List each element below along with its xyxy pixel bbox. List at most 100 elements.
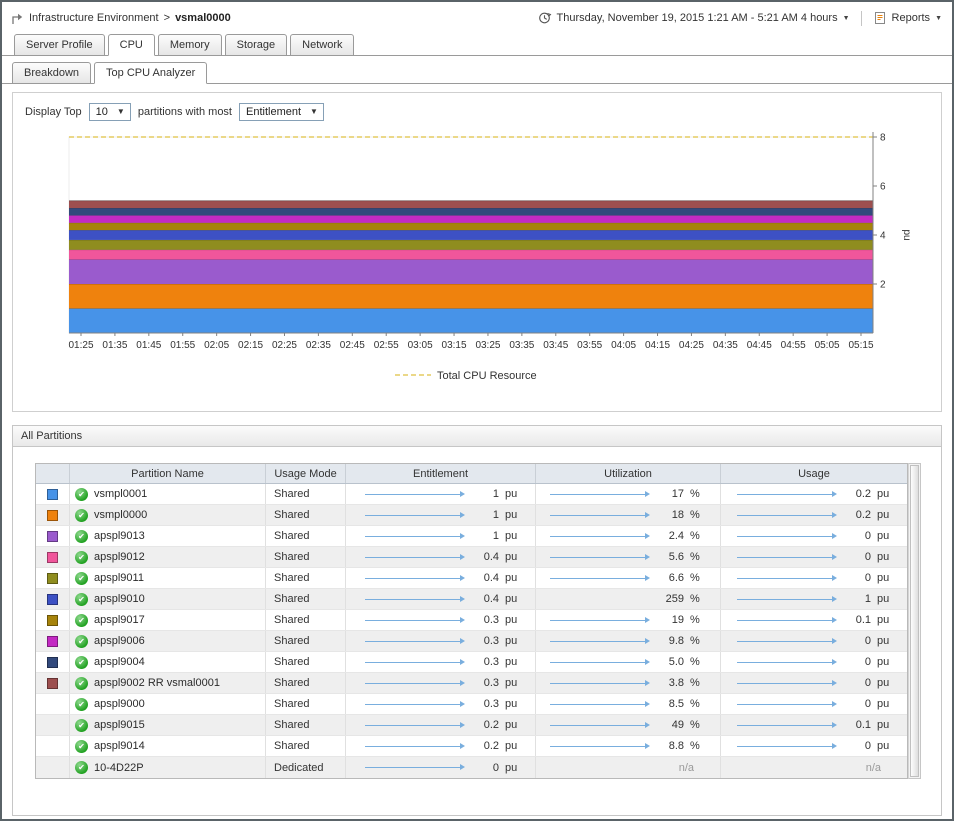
usage-cell: 0 pu bbox=[721, 526, 907, 546]
metric-value: 1 bbox=[492, 530, 499, 542]
column-header-entitlement[interactable]: Entitlement bbox=[346, 464, 536, 483]
usage-mode-cell: Shared bbox=[266, 631, 346, 651]
table-scrollbar-thumb[interactable] bbox=[910, 465, 919, 777]
column-header-utilization[interactable]: Utilization bbox=[536, 464, 721, 483]
metric-value: 2.4 bbox=[668, 530, 684, 542]
table-row[interactable]: ✔ apspl9002 RR vsmal0001 Shared 0.3 pu 3.8% 0 p… bbox=[36, 673, 907, 694]
reports-dropdown[interactable]: Reports ▼ bbox=[873, 11, 942, 25]
table-row[interactable]: ✔ 10-4D22P Dedicated 0 pu n/a n/a bbox=[36, 757, 907, 778]
entitlement-cell: 0.2 pu bbox=[346, 715, 536, 735]
tab-network[interactable]: Network bbox=[290, 34, 355, 56]
metric-select[interactable]: Entitlement ▼ bbox=[239, 103, 324, 121]
table-row[interactable]: ✔ apspl9006 Shared 0.3 pu 9.8% 0 pu bbox=[36, 631, 907, 652]
status-ok-icon: ✔ bbox=[75, 571, 88, 585]
time-range-dropdown[interactable]: Thursday, November 19, 2015 1:21 AM - 5:… bbox=[538, 11, 850, 25]
metric-unit: pu bbox=[505, 593, 518, 605]
metric-unit: % bbox=[690, 698, 700, 710]
metric-sparkline bbox=[550, 553, 650, 562]
usage-cell: 0 pu bbox=[721, 547, 907, 567]
svg-text:05:15: 05:15 bbox=[848, 340, 873, 351]
utilization-cell: 19% bbox=[536, 610, 721, 630]
svg-text:03:45: 03:45 bbox=[543, 340, 568, 351]
tab-cpu[interactable]: CPU bbox=[107, 34, 155, 56]
partition-name: apspl9015 bbox=[94, 719, 145, 731]
breadcrumb-root[interactable]: Infrastructure Environment bbox=[29, 12, 159, 24]
partition-name-cell: ✔ apspl9012 bbox=[70, 547, 266, 567]
table-scrollbar[interactable] bbox=[908, 463, 921, 779]
top-cpu-analyzer-panel: Display Top 10 ▼ partitions with most En… bbox=[12, 92, 942, 412]
table-row[interactable]: ✔ vsmpl0000 Shared 1 pu 18% 0.2 pu bbox=[36, 505, 907, 526]
status-ok-icon: ✔ bbox=[75, 487, 88, 501]
metric-value: 0 bbox=[492, 761, 499, 774]
tab-top-cpu-analyzer[interactable]: Top CPU Analyzer bbox=[94, 62, 208, 84]
metric-value: 0.3 bbox=[483, 698, 499, 710]
metric-unit: pu bbox=[505, 698, 518, 710]
metric-sparkline bbox=[737, 637, 837, 646]
partition-name-cell: ✔ apspl9006 bbox=[70, 631, 266, 651]
table-row[interactable]: ✔ vsmpl0001 Shared 1 pu 17% 0.2 pu bbox=[36, 484, 907, 505]
table-row[interactable]: ✔ apspl9017 Shared 0.3 pu 19% 0.1 pu bbox=[36, 610, 907, 631]
partition-name: apspl9012 bbox=[94, 551, 145, 563]
metric-value: 0 bbox=[864, 635, 871, 647]
partition-name: apspl9004 bbox=[94, 656, 145, 668]
svg-text:03:05: 03:05 bbox=[408, 340, 433, 351]
all-partitions-title: All Partitions bbox=[13, 426, 941, 447]
metric-sparkline bbox=[737, 700, 837, 709]
metric-unit: % bbox=[690, 635, 700, 647]
top-count-select[interactable]: 10 ▼ bbox=[88, 103, 131, 121]
metric-value: 8.5 bbox=[668, 698, 684, 710]
metric-value: 0.4 bbox=[483, 593, 499, 605]
series-color-cell bbox=[36, 652, 70, 672]
table-row[interactable]: ✔ apspl9012 Shared 0.4 pu 5.6% 0 pu bbox=[36, 547, 907, 568]
metric-sparkline bbox=[550, 658, 650, 667]
svg-text:02:25: 02:25 bbox=[272, 340, 297, 351]
metric-unit: pu bbox=[877, 593, 890, 605]
table-row[interactable]: ✔ apspl9004 Shared 0.3 pu 5.0% 0 pu bbox=[36, 652, 907, 673]
metric-unit: pu bbox=[505, 761, 518, 774]
table-row[interactable]: ✔ apspl9000 Shared 0.3 pu 8.5% 0 pu bbox=[36, 694, 907, 715]
series-color-cell bbox=[36, 505, 70, 525]
column-header-usage[interactable]: Usage bbox=[798, 468, 830, 480]
partition-name-cell: ✔ vsmpl0000 bbox=[70, 505, 266, 525]
metric-unit: pu bbox=[505, 488, 518, 500]
tab-server-profile[interactable]: Server Profile bbox=[14, 34, 105, 56]
table-row[interactable]: ✔ apspl9013 Shared 1 pu 2.4% 0 pu bbox=[36, 526, 907, 547]
svg-text:Total CPU Resource: Total CPU Resource bbox=[437, 370, 537, 382]
partition-name: apspl9014 bbox=[94, 740, 145, 752]
tab-storage[interactable]: Storage bbox=[224, 34, 288, 56]
usage-mode-cell: Shared bbox=[266, 715, 346, 735]
column-header-mode[interactable]: Usage Mode bbox=[266, 464, 346, 483]
table-row[interactable]: ✔ apspl9011 Shared 0.4 pu 6.6% 0 pu bbox=[36, 568, 907, 589]
entitlement-cell: 0.4 pu bbox=[346, 589, 536, 609]
metric-sparkline bbox=[365, 595, 465, 604]
usage-mode-cell: Shared bbox=[266, 589, 346, 609]
metric-sparkline bbox=[365, 679, 465, 688]
metric-value: 0.4 bbox=[483, 572, 499, 584]
column-header-name[interactable]: Partition Name bbox=[70, 464, 266, 483]
table-row[interactable]: ✔ apspl9015 Shared 0.2 pu 49% 0.1 pu bbox=[36, 715, 907, 736]
partition-name: apspl9011 bbox=[94, 572, 144, 584]
metric-unit: pu bbox=[877, 740, 890, 752]
usage-mode-cell: Shared bbox=[266, 694, 346, 714]
table-row[interactable]: ✔ apspl9014 Shared 0.2 pu 8.8% 0 pu bbox=[36, 736, 907, 757]
partition-name: vsmpl0000 bbox=[94, 509, 148, 521]
metric-value: 0.2 bbox=[483, 740, 499, 752]
usage-cell: 0 pu bbox=[721, 694, 907, 714]
metric-unit: % bbox=[690, 593, 700, 605]
svg-text:03:35: 03:35 bbox=[509, 340, 534, 351]
metric-unit: % bbox=[690, 677, 700, 689]
table-row[interactable]: ✔ apspl9010 Shared 0.4 pu 259% 1 pu bbox=[36, 589, 907, 610]
usage-mode-cell: Shared bbox=[266, 526, 346, 546]
metric-sparkline bbox=[737, 616, 837, 625]
partition-name: apspl9017 bbox=[94, 614, 145, 626]
utilization-cell: 3.8% bbox=[536, 673, 721, 693]
tab-breakdown[interactable]: Breakdown bbox=[12, 62, 92, 84]
status-ok-icon: ✔ bbox=[75, 655, 88, 669]
tab-memory[interactable]: Memory bbox=[157, 34, 222, 56]
entitlement-cell: 1 pu bbox=[346, 484, 536, 504]
time-range-icon bbox=[538, 12, 551, 24]
status-ok-icon: ✔ bbox=[75, 761, 88, 774]
metric-sparkline bbox=[737, 679, 837, 688]
metric-sparkline bbox=[737, 742, 837, 751]
